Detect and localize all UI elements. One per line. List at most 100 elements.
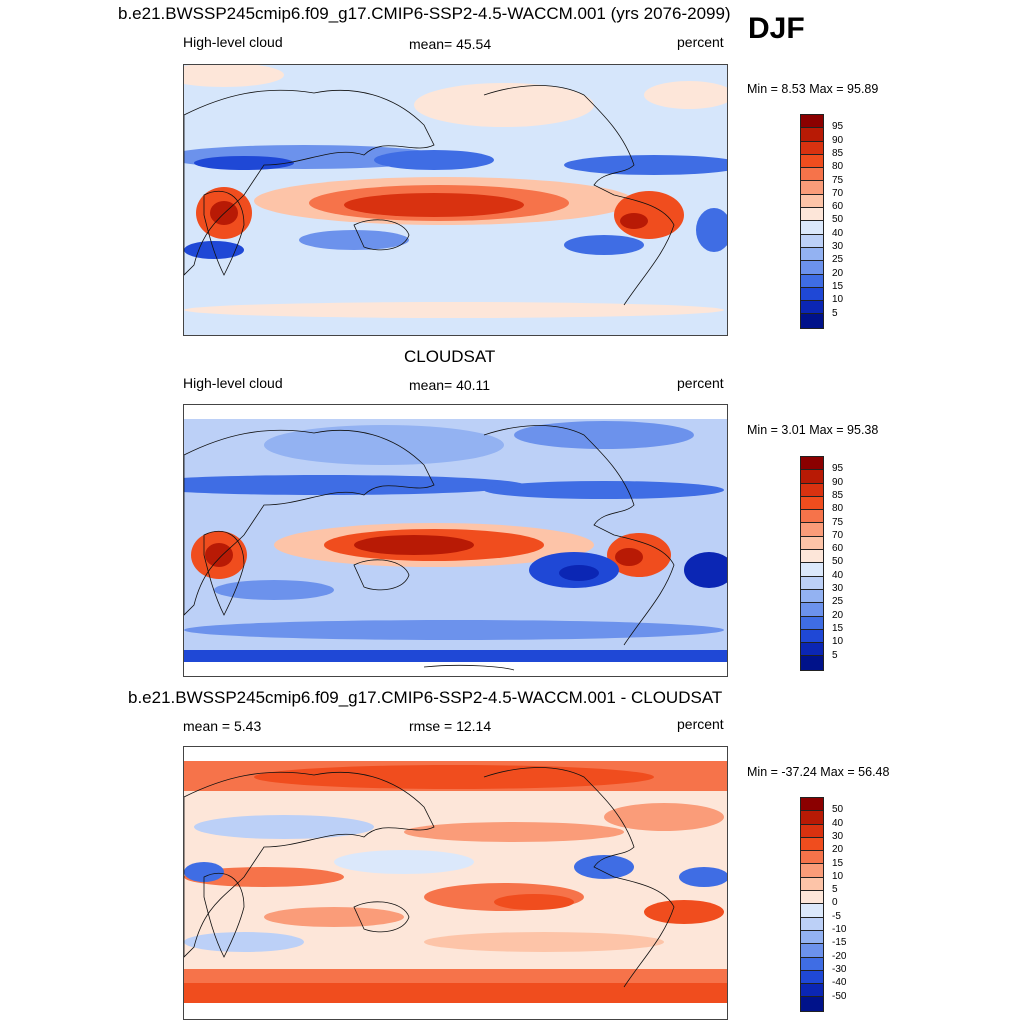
colorbar-tick-label: 5 <box>832 649 838 661</box>
panel3-colorbar <box>800 797 824 1012</box>
panel2-colorbar-labels: 95 90 85 80 75 70 60 50 40 30 25 20 15 10 5 <box>832 456 862 669</box>
colorbar-swatch <box>801 194 823 209</box>
colorbar-tick-label: 15 <box>832 622 844 634</box>
colorbar-swatch <box>801 576 823 590</box>
colorbar-tick-label: 85 <box>832 489 844 501</box>
colorbar-swatch <box>801 811 823 825</box>
colorbar-tick-label: 15 <box>832 280 844 292</box>
colorbar-swatch <box>801 851 823 865</box>
panel3-minmax: Min = -37.24 Max = 56.48 <box>747 765 890 779</box>
colorbar-swatch <box>801 221 823 235</box>
colorbar-tick-label: 30 <box>832 830 844 842</box>
colorbar-swatch <box>801 470 823 484</box>
panel1-title: b.e21.BWSSP245cmip6.f09_g17.CMIP6-SSP2-4… <box>118 4 731 23</box>
colorbar-swatch <box>801 510 823 524</box>
colorbar-swatch <box>801 656 823 670</box>
colorbar-swatch <box>801 864 823 878</box>
colorbar-swatch <box>801 877 823 892</box>
colorbar-tick-label: 5 <box>832 307 838 319</box>
panel1-minmax: Min = 8.53 Max = 95.89 <box>747 82 879 96</box>
colorbar-tick-label: 25 <box>832 596 844 608</box>
colorbar-tick-label: -10 <box>832 924 847 935</box>
colorbar-swatch <box>801 496 823 511</box>
panel3-mean-label: mean = 5.43 <box>183 718 262 734</box>
colorbar-swatch <box>801 891 823 905</box>
panel3-title: b.e21.BWSSP245cmip6.f09_g17.CMIP6-SSP2-4… <box>128 688 723 707</box>
panel2-colorbar <box>800 456 824 671</box>
colorbar-swatch <box>801 970 823 985</box>
colorbar-tick-label: 60 <box>832 201 844 213</box>
colorbar-tick-label: 0 <box>832 897 838 909</box>
colorbar-swatch <box>801 261 823 275</box>
colorbar-swatch <box>801 563 823 577</box>
colorbar-tick-label: 10 <box>832 870 844 882</box>
colorbar-swatch <box>801 128 823 142</box>
colorbar-tick-label: 40 <box>832 227 844 239</box>
colorbar-tick-label: 85 <box>832 147 844 159</box>
colorbar-tick-label: 50 <box>832 804 844 816</box>
colorbar-swatch <box>801 141 823 155</box>
colorbar-tick-label: 50 <box>832 556 844 568</box>
colorbar-swatch <box>801 301 823 315</box>
panel1-map <box>183 64 728 336</box>
panel3-rmse-label: rmse = 12.14 <box>409 718 492 734</box>
panel3-colorbar-labels: 50 40 30 20 15 10 5 0 -5 -10 -15 -20 -30 -40 -50 <box>832 797 862 1010</box>
colorbar-swatch <box>801 274 823 288</box>
colorbar-tick-label: 95 <box>832 463 844 475</box>
colorbar-tick-label: 75 <box>832 516 844 528</box>
colorbar-tick-label: -5 <box>832 910 841 922</box>
colorbar-swatch <box>801 957 823 971</box>
colorbar-swatch <box>801 550 823 564</box>
colorbar-tick-label: 90 <box>832 476 844 488</box>
panel1-variable-label: High-level cloud <box>183 34 283 50</box>
colorbar-swatch <box>801 629 823 644</box>
colorbar-swatch <box>801 616 823 630</box>
panel3-map <box>183 746 728 1020</box>
colorbar-tick-label: 15 <box>832 857 844 869</box>
colorbar-tick-label: 80 <box>832 503 844 515</box>
colorbar-tick-label: -20 <box>832 950 847 962</box>
colorbar-swatch <box>801 984 823 998</box>
colorbar-tick-label: 20 <box>832 267 844 279</box>
colorbar-swatch <box>801 603 823 617</box>
colorbar-tick-label: 95 <box>832 121 844 133</box>
colorbar-tick-label: 20 <box>832 844 844 856</box>
colorbar-swatch <box>801 314 823 328</box>
panel1-colorbar <box>800 114 824 329</box>
colorbar-swatch <box>801 917 823 931</box>
colorbar-swatch <box>801 643 823 657</box>
panel2-map <box>183 404 728 677</box>
colorbar-tick-label: 80 <box>832 161 844 173</box>
colorbar-tick-label: -30 <box>832 963 847 975</box>
colorbar-swatch <box>801 536 823 551</box>
colorbar-tick-label: 10 <box>832 636 844 648</box>
colorbar-tick-label: 40 <box>832 817 844 829</box>
colorbar-swatch <box>801 523 823 537</box>
colorbar-swatch <box>801 997 823 1011</box>
colorbar-tick-label: 25 <box>832 254 844 266</box>
colorbar-swatch <box>801 457 823 471</box>
colorbar-tick-label: -50 <box>832 990 847 1002</box>
colorbar-tick-label: 70 <box>832 187 844 199</box>
colorbar-swatch <box>801 930 823 945</box>
colorbar-tick-label: -40 <box>832 977 847 989</box>
panel2-variable-label: High-level cloud <box>183 375 283 391</box>
colorbar-swatch <box>801 208 823 222</box>
colorbar-tick-label: 30 <box>832 241 844 252</box>
colorbar-tick-label: 40 <box>832 569 844 581</box>
panel1-mean-label: mean= 45.54 <box>409 36 492 52</box>
colorbar-tick-label: 90 <box>832 134 844 146</box>
colorbar-swatch <box>801 234 823 248</box>
colorbar-tick-label: 60 <box>832 543 844 555</box>
colorbar-tick-label: 50 <box>832 214 844 226</box>
panel2-title: CLOUDSAT <box>404 347 496 366</box>
colorbar-swatch <box>801 154 823 169</box>
colorbar-swatch <box>801 904 823 918</box>
colorbar-swatch <box>801 247 823 262</box>
panel1-units-label: percent <box>677 34 724 50</box>
colorbar-tick-label: 30 <box>832 583 844 594</box>
panel3-units-label: percent <box>677 716 724 732</box>
colorbar-tick-label: 5 <box>832 884 838 896</box>
colorbar-swatch <box>801 483 823 497</box>
colorbar-swatch <box>801 181 823 195</box>
